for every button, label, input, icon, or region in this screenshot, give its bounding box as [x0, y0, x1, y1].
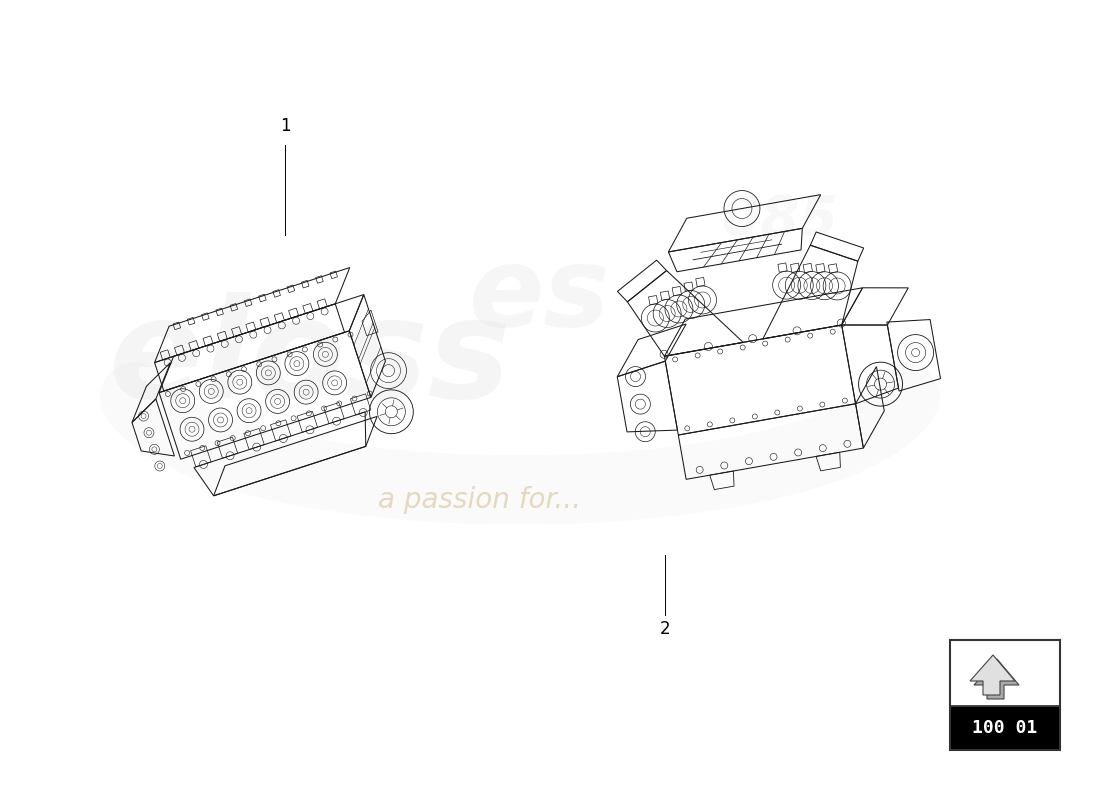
Text: a passion for...: a passion for... [378, 486, 582, 514]
Text: 085: 085 [722, 193, 838, 247]
Text: 2: 2 [660, 620, 670, 638]
Text: eloss: eloss [109, 293, 512, 427]
Polygon shape [950, 706, 1060, 750]
Polygon shape [970, 655, 1015, 695]
Text: 100 01: 100 01 [972, 719, 1037, 737]
Polygon shape [950, 640, 1060, 706]
Text: es: es [470, 242, 610, 349]
Polygon shape [974, 659, 1019, 699]
Text: 1: 1 [279, 117, 290, 135]
